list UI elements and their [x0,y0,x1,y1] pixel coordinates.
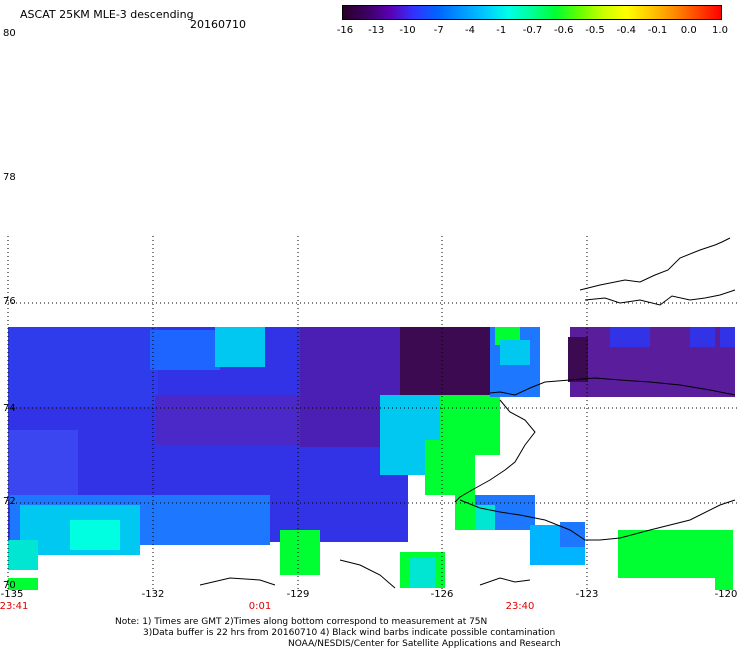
note-line-1: Note: 1) Times are GMT 2)Times along bot… [115,617,488,627]
product-date: 20160710 [190,18,246,31]
lat-label-74: 74 [3,403,16,414]
colorbar-tick-label: 0.0 [680,25,697,36]
time-label-3: 23:40 [505,601,535,612]
lat-label-72: 72 [3,496,16,507]
note-line-2: 3)Data buffer is 22 hrs from 20160710 4)… [143,628,556,638]
lon-label-132: -132 [141,589,165,600]
colorbar-tick-label: -0.5 [585,25,605,36]
colorbar-tick-label: -0.4 [616,25,637,36]
lat-label-80: 80 [3,28,16,39]
colorbar-tick-label: -0.1 [647,25,668,36]
note-line-3: NOAA/NESDIS/Center for Satellite Applica… [288,639,561,649]
colorbar-tick-label: -4 [465,25,475,36]
product-title: ASCAT 25KM MLE-3 descending [20,8,194,21]
colorbar-tick-label: -10 [399,25,416,36]
colorbar-tick-label: -13 [368,25,385,36]
colorbar-tick-label: -0.6 [553,25,574,36]
colorbar [342,5,722,20]
lat-label-70: 70 [3,580,16,591]
colorbar-tick-label: 1.0 [712,25,728,36]
colorbar-tick-label: -0.7 [522,25,543,36]
time-label-2: 0:01 [248,601,272,612]
colorbar-tick-label: -1 [496,25,507,36]
lon-label-126: -126 [430,589,454,600]
colorbar-tick-label: -7 [433,25,444,36]
swath-deep-purple [400,327,490,397]
lon-label-120: -120 [714,589,738,600]
lat-label-76: 76 [3,296,16,307]
lon-label-129: -129 [286,589,310,600]
data-swath [8,327,735,590]
lon-label-135: -135 [0,589,24,600]
lon-label-123: -123 [575,589,599,600]
time-label-1: 23:41 [0,601,29,612]
colorbar-tick-label: -16 [336,25,354,36]
graticule [7,236,740,590]
lat-label-78: 78 [3,172,16,183]
swath-green-east [618,530,733,578]
coastline [199,237,736,589]
